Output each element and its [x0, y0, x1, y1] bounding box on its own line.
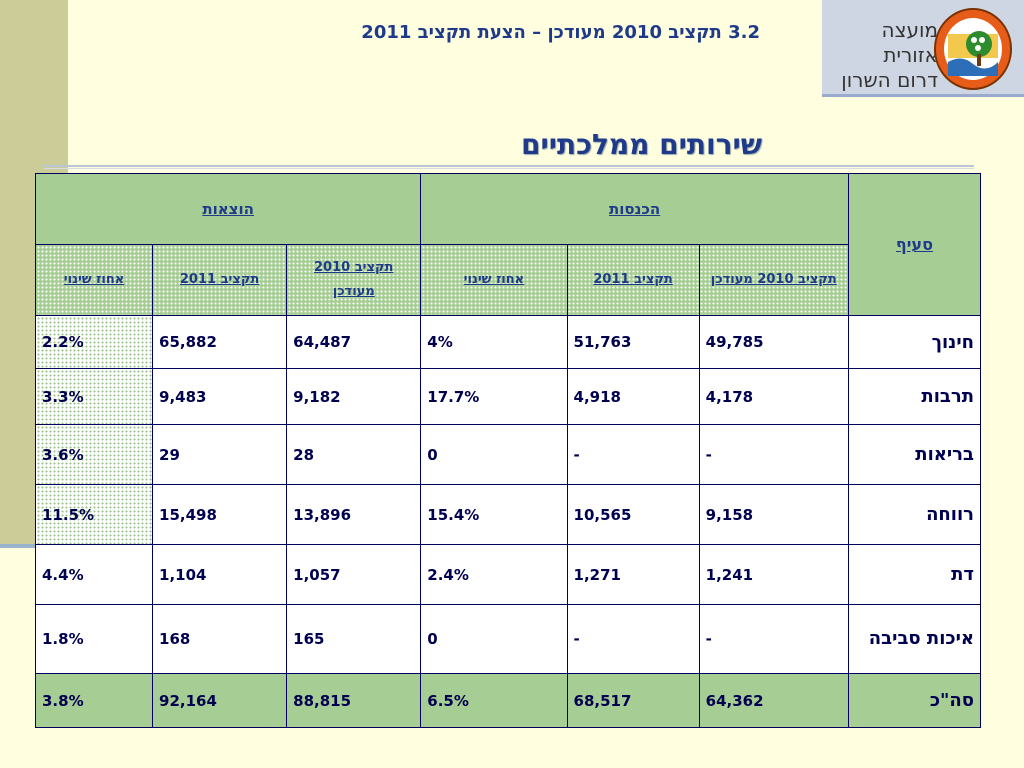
cell-expense-2011: 168: [152, 604, 288, 674]
total-row: סה"כ 64,362 68,517 6.5% 88,815 92,164 3.…: [34, 673, 982, 728]
cell-income-change: 17.7%: [420, 368, 568, 425]
row-label: תרבות: [847, 368, 982, 425]
slide-header: 3.2 תקציב 2010 מעודכן – הצעת תקציב 2011: [361, 22, 760, 43]
left-decor-line: [0, 544, 68, 548]
cell-income-change: 0: [420, 604, 568, 674]
cell-income-2011: 51,763: [566, 315, 700, 369]
cell-expense-change: 2.2%: [34, 315, 154, 369]
row-label: חינוך: [847, 315, 982, 369]
cell-income-2010: 49,785: [698, 315, 849, 369]
cell-expense-2011: 29: [152, 424, 288, 485]
cell-income-2010: 4,178: [698, 368, 849, 425]
council-name: מועצה אזורית דרום השרון: [828, 18, 938, 93]
table-row: דת 1,241 1,271 2.4% 1,057 1,104 4.4%: [34, 544, 982, 605]
cell-expense-2011: 65,882: [152, 315, 288, 369]
budget-table: סעיף הכנסות הוצאות תקציב 2010 מעודכן תקצ…: [34, 173, 982, 728]
cell-income-2010: 9,158: [698, 484, 849, 545]
cell-expense-2010: 28: [286, 424, 422, 485]
sub-header-expense-2010: תקציב 2010 מעודכן: [286, 244, 422, 316]
cell-income-2011: 10,565: [566, 484, 700, 545]
council-name-line1: מועצה אזורית: [881, 18, 938, 67]
cell-income-2010: -: [698, 604, 849, 674]
cell-income-2011: 4,918: [566, 368, 700, 425]
council-emblem-icon: [934, 8, 1012, 90]
table-row: תרבות 4,178 4,918 17.7% 9,182 9,483 3.3%: [34, 368, 982, 425]
cell-income-change: 4%: [420, 315, 568, 369]
table-row: חינוך 49,785 51,763 4% 64,487 65,882 2.2…: [34, 315, 982, 369]
title-divider-shadow: [44, 168, 974, 169]
cell-expense-change: 1.8%: [34, 604, 154, 674]
cell-expense-change: 3.3%: [34, 368, 154, 425]
sub-header-row: תקציב 2010 מעודכן תקציב 2011 אחוז שינוי …: [34, 244, 981, 316]
cell-income-change: 15.4%: [420, 484, 568, 545]
row-label: דת: [847, 544, 982, 605]
cell-expense-2011: 9,483: [152, 368, 288, 425]
council-logo-box: מועצה אזורית דרום השרון: [822, 0, 1024, 97]
title-divider: [44, 165, 974, 167]
cell-expense-change: 4.4%: [34, 544, 154, 605]
cell-expense-2010: 165: [286, 604, 422, 674]
cell-income-change: 0: [420, 424, 568, 485]
header-income: הכנסות: [420, 173, 849, 245]
cell-expense-2010: 1,057: [286, 544, 422, 605]
table-row: איכות סביבה - - 0 165 168 1.8%: [34, 604, 982, 674]
cell-income-2010: 1,241: [698, 544, 849, 605]
row-label: בריאות: [847, 424, 982, 485]
sub-header-income-change: אחוז שינוי: [420, 244, 568, 316]
table-row: בריאות - - 0 28 29 3.6%: [34, 424, 982, 485]
group-header-row: סעיף הכנסות הוצאות: [34, 173, 982, 316]
cell-income-2010: -: [698, 424, 849, 485]
cell-expense-change: 3.6%: [34, 424, 154, 485]
cell-income-2011: -: [566, 424, 700, 485]
row-label: איכות סביבה: [847, 604, 982, 674]
council-name-line2: דרום השרון: [841, 68, 938, 92]
total-label: סה"כ: [847, 673, 982, 728]
cell-expense-2010: 9,182: [286, 368, 422, 425]
total-income-change: 6.5%: [420, 673, 568, 728]
sub-header-expense-2011: תקציב 2011: [152, 244, 288, 316]
section-title: שירותים ממלכתיים: [521, 128, 762, 161]
total-income-2010: 64,362: [698, 673, 849, 728]
total-expense-2011: 92,164: [152, 673, 288, 728]
row-label: רווחה: [847, 484, 982, 545]
cell-expense-2010: 64,487: [286, 315, 422, 369]
header-item: סעיף: [847, 173, 982, 316]
cell-income-2011: -: [566, 604, 700, 674]
cell-expense-change: 11.5%: [34, 484, 154, 545]
cell-expense-2011: 15,498: [152, 484, 288, 545]
cell-expense-2011: 1,104: [152, 544, 288, 605]
cell-expense-2010: 13,896: [286, 484, 422, 545]
total-expense-change: 3.8%: [34, 673, 154, 728]
sub-header-income-2010: תקציב 2010 מעודכן: [698, 244, 849, 316]
total-income-2011: 68,517: [566, 673, 700, 728]
sub-header-expense-change: אחוז שינוי: [34, 244, 154, 316]
total-expense-2010: 88,815: [286, 673, 422, 728]
cell-income-change: 2.4%: [420, 544, 568, 605]
table-row: רווחה 9,158 10,565 15.4% 13,896 15,498 1…: [34, 484, 982, 545]
sub-header-income-2011: תקציב 2011: [566, 244, 700, 316]
cell-income-2011: 1,271: [566, 544, 700, 605]
header-expense: הוצאות: [34, 173, 422, 245]
